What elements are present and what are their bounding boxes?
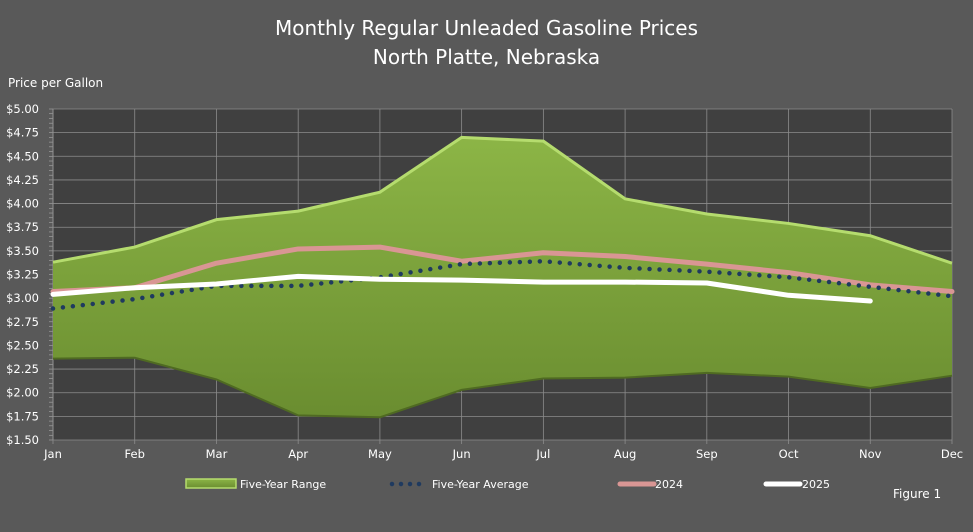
legend-item-five-year-range: Five-Year Range bbox=[185, 478, 326, 491]
y-tick-label: $2.00 bbox=[6, 386, 39, 400]
series-line-2024 bbox=[50, 244, 955, 295]
x-tick-label: Dec bbox=[941, 447, 963, 461]
series-line-five-year-average bbox=[50, 259, 955, 311]
y-axis-label: Price per Gallon bbox=[8, 76, 104, 90]
chart-subtitle: North Platte, Nebraska bbox=[372, 45, 601, 69]
x-tick-label: Aug bbox=[614, 447, 636, 461]
x-tick-label: Nov bbox=[859, 447, 882, 461]
x-tick-label: Sep bbox=[696, 447, 718, 461]
x-tick-label: Jul bbox=[535, 447, 550, 461]
x-tick-label: May bbox=[368, 447, 392, 461]
legend-item-five-year-average: Five-Year Average bbox=[389, 478, 529, 491]
y-tick-label: $4.75 bbox=[6, 126, 39, 140]
legend-label: 2025 bbox=[802, 478, 830, 491]
five-year-range-high-edge bbox=[52, 135, 953, 265]
figure-label: Figure 1 bbox=[893, 487, 942, 501]
x-tick-label: Mar bbox=[206, 447, 228, 461]
y-tick-label: $3.50 bbox=[6, 244, 39, 258]
x-tick-label: Feb bbox=[125, 447, 145, 461]
y-tick-label: $2.50 bbox=[6, 338, 39, 352]
y-tick-label: $2.75 bbox=[6, 315, 39, 329]
legend-label: 2024 bbox=[655, 478, 683, 491]
legend-label: Five-Year Average bbox=[432, 478, 529, 491]
five-year-range-low-edge bbox=[52, 356, 953, 419]
y-tick-label: $3.75 bbox=[6, 220, 39, 234]
x-tick-label: Oct bbox=[779, 447, 799, 461]
legend-label: Five-Year Range bbox=[240, 478, 326, 491]
legend-swatch-range bbox=[185, 478, 237, 489]
y-tick-label: $1.75 bbox=[6, 409, 39, 423]
x-tick-label: Apr bbox=[288, 447, 308, 461]
y-tick-label: $5.00 bbox=[6, 102, 39, 116]
chart-title: Monthly Regular Unleaded Gasoline Prices bbox=[274, 16, 699, 40]
y-tick-label: $1.50 bbox=[6, 433, 39, 447]
y-tick-label: $2.25 bbox=[6, 362, 39, 376]
x-tick-label: Jan bbox=[43, 447, 62, 461]
legend-item-2024: 2024 bbox=[617, 478, 683, 491]
x-tick-label: Jun bbox=[452, 447, 471, 461]
five-year-range-area bbox=[53, 137, 952, 418]
y-tick-label: $4.50 bbox=[6, 149, 39, 163]
y-tick-label: $4.25 bbox=[6, 173, 39, 187]
y-tick-label: $4.00 bbox=[6, 197, 39, 211]
y-tick-label: $3.00 bbox=[6, 291, 39, 305]
legend-item-2025: 2025 bbox=[763, 478, 830, 491]
y-tick-label: $3.25 bbox=[6, 268, 39, 282]
